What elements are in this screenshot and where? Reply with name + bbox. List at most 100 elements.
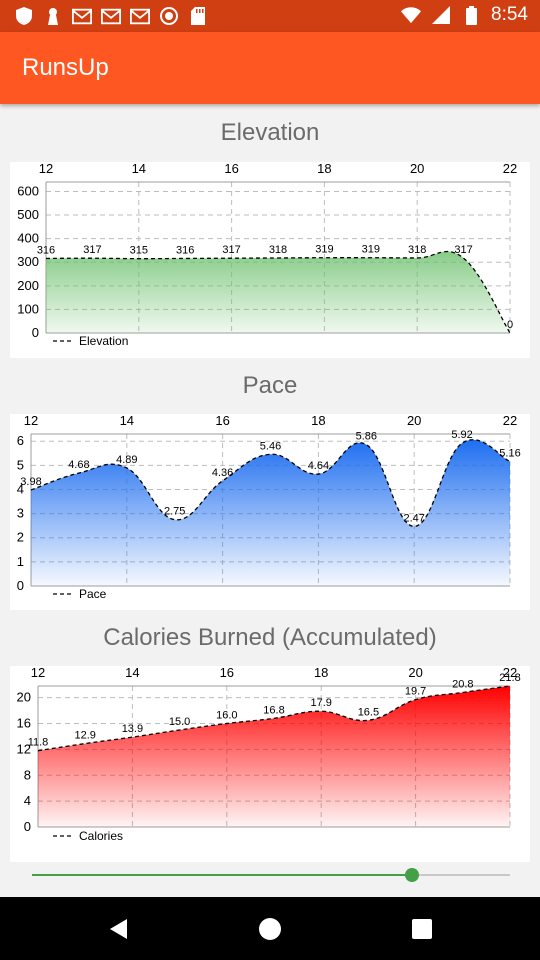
chart-legend: Pace [53,587,107,601]
pace-chart[interactable]: 3.98 4.68 4.89 2.75 4.36 5.46 4.64 5.86 2.47 5.92… [10,414,530,610]
y-tick-label: 4 [17,481,24,496]
recents-icon[interactable] [409,916,435,942]
elevation-chart-card[interactable]: 316 317 315 316 317 318 319 319 318 317 0 12 14 16 18 2… [10,162,530,358]
y-tick-label: 8 [24,767,31,782]
data-label: 16.8 [263,704,284,716]
nav-bar [0,897,540,960]
x-tick-label: 22 [503,666,517,680]
x-tick-label: 14 [125,666,139,680]
data-label: 4.36 [212,467,233,479]
back-icon[interactable] [105,916,131,942]
x-tick-label: 12 [24,414,38,428]
data-label: 316 [176,244,194,256]
record-icon [159,6,179,26]
calories-chart[interactable]: 11.8 12.9 13.9 15.0 16.0 16.8 17.9 16.5 19.7 20.8… [10,666,530,852]
y-tick-label: 0 [24,819,31,834]
x-tick-label: 22 [503,414,517,428]
legend-label: Elevation [79,334,128,348]
data-label: 16.0 [216,710,237,722]
gmail-icon [72,6,92,26]
y-tick-label: 4 [24,793,31,808]
y-tick-label: 16 [17,716,31,731]
data-label: 318 [269,244,287,256]
data-label: 3.98 [20,476,41,488]
x-tick-label: 18 [317,162,331,176]
y-tick-label: 1 [17,554,24,569]
calories-chart-title: Calories Burned (Accumulated) [103,624,437,651]
elevation-chart-title: Elevation [220,119,320,146]
y-tick-label: 500 [17,207,39,222]
x-tick-label: 16 [220,666,234,680]
calories-chart-card[interactable]: 11.8 12.9 13.9 15.0 16.0 16.8 17.9 16.5 19.7 20.8… [10,666,530,862]
y-tick-label: 6 [17,433,24,448]
chart-legend: Elevation [53,334,128,348]
y-tick-label: 5 [17,457,24,472]
data-label: 4.89 [116,454,137,466]
slider-fill [32,874,412,876]
series-area [46,251,510,333]
y-tick-label: 3 [17,506,24,521]
y-tick-label: 300 [17,254,39,269]
battery-icon [461,5,481,25]
app-bar: RunsUp [0,32,540,104]
data-label: 4.68 [68,459,89,471]
x-tick-label: 18 [314,666,328,680]
data-label: 317 [83,244,101,256]
data-label: 5.86 [356,431,377,443]
data-label: 2.75 [164,506,185,518]
data-label: 5.46 [260,440,281,452]
sd-card-icon [188,6,208,26]
x-tick-label: 16 [215,414,229,428]
signal-icon [431,5,451,25]
timeline-slider[interactable] [32,866,510,884]
x-tick-label: 12 [39,162,53,176]
y-tick-label: 100 [17,301,39,316]
data-label: 319 [315,244,333,256]
pace-chart-card[interactable]: 3.98 4.68 4.89 2.75 4.36 5.46 4.64 5.86 2.47 5.92… [10,414,530,610]
data-label: 319 [362,244,380,256]
data-label: 316 [37,244,55,256]
slider-thumb[interactable] [405,868,419,882]
chart-legend: Calories [53,829,123,843]
pace-chart-title: Pace [242,372,298,399]
y-tick-label: 20 [17,690,31,705]
x-tick-label: 20 [410,162,424,176]
legend-label: Pace [79,587,107,601]
x-tick-label: 18 [311,414,325,428]
elevation-chart[interactable]: 316 317 315 316 317 318 319 319 318 317 0 12 14 16 18 2… [10,162,530,358]
gmail-icon [101,6,121,26]
data-label: 11.8 [28,737,49,749]
data-label: 318 [408,244,426,256]
data-label: 317 [454,244,472,256]
status-bar: 8:54 [0,0,540,32]
y-tick-label: 0 [32,325,39,340]
data-label: 5.92 [451,429,472,441]
data-label: 12.9 [74,730,95,742]
data-label: 315 [130,245,148,257]
x-tick-label: 14 [120,414,134,428]
x-tick-label: 12 [31,666,45,680]
y-tick-label: 600 [17,183,39,198]
data-label: 5.16 [499,448,520,460]
series-line [37,685,511,752]
x-tick-label: 16 [224,162,238,176]
status-clock: 8:54 [491,4,528,25]
x-tick-label: 20 [407,414,421,428]
home-icon[interactable] [257,916,283,942]
shield-icon [14,6,34,26]
x-tick-label: 14 [132,162,146,176]
y-tick-label: 2 [17,530,24,545]
series-line [30,439,511,528]
x-tick-label: 22 [503,162,517,176]
data-label: 13.9 [122,723,143,735]
data-label: 19.7 [405,686,426,698]
x-tick-label: 20 [408,666,422,680]
y-tick-label: 12 [17,741,31,756]
data-label: 20.8 [452,678,473,690]
app-title: RunsUp [22,54,109,81]
keyhole-icon [43,6,63,26]
wifi-icon [401,5,422,25]
data-label: 15.0 [169,716,190,728]
y-tick-label: 200 [17,278,39,293]
legend-label: Calories [79,829,123,843]
